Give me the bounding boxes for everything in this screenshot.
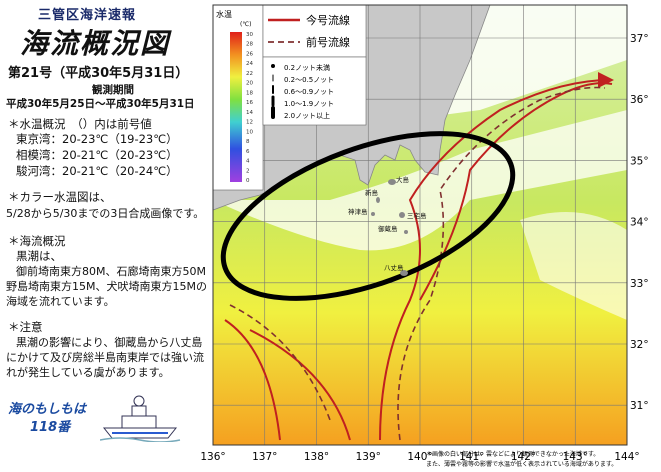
emergency-number: 118番 — [30, 420, 71, 435]
longitude-label: 142° — [511, 451, 536, 463]
arrow-legend-label: 0.2～0.5ノット — [284, 76, 334, 84]
colorbar-tick-label: 22 — [246, 71, 253, 77]
longitude-label: 140° — [407, 451, 432, 463]
line-legend-box — [262, 4, 367, 58]
colorbar — [230, 32, 242, 182]
colorbar-tick-label: 18 — [246, 90, 253, 96]
colorbar-tick-label: 10 — [246, 129, 253, 135]
longitude-label: 143° — [563, 451, 588, 463]
image-text: 5/28から5/30までの3日合成画像です。 — [6, 207, 205, 220]
latitude-label: 34° — [630, 217, 649, 229]
place-label: 八丈島 — [384, 263, 404, 272]
longitude-label: 137° — [252, 451, 277, 463]
colorbar-tick-label: 16 — [246, 100, 253, 106]
period-label: 観測期間 — [92, 84, 134, 96]
period: 平成30年5月25日～平成30年5月31日 — [6, 98, 195, 110]
place-label: 新島 — [365, 188, 379, 197]
colorbar-tick-label: 28 — [246, 42, 253, 48]
caution-line: れが発生している虞があります。 — [6, 366, 170, 379]
current-line: 海域を流れています。 — [6, 295, 115, 308]
subtitle: 三管区海洋速報 — [38, 8, 137, 23]
arrow-legend-box — [262, 56, 367, 126]
line-legend-label: 前号流線 — [306, 35, 350, 49]
longitude-label: 138° — [304, 451, 329, 463]
highlight-ellipse — [220, 131, 516, 301]
place-label: 大島 — [396, 175, 410, 184]
current-line — [379, 72, 614, 441]
current-line — [419, 82, 613, 301]
current-line — [249, 329, 351, 441]
islands — [371, 179, 408, 276]
colorbar-tick-label: 2 — [246, 168, 250, 174]
colorbar-tick-label: 26 — [246, 51, 253, 57]
place-label: 御蔵島 — [378, 224, 398, 233]
current-heading: ＊海流概況 — [8, 234, 66, 248]
colorbar-tick-label: 30 — [246, 32, 253, 38]
title: 海流概況図 — [20, 27, 171, 60]
latitude-label: 32° — [630, 339, 649, 351]
place-label: 神津島 — [348, 207, 368, 216]
latitude-label: 37° — [630, 33, 649, 45]
latitude-label: 36° — [630, 94, 649, 106]
longitude-label: 144° — [614, 451, 639, 463]
colorbar-tick-label: 8 — [246, 139, 250, 145]
colorbar-tick-label: 4 — [246, 159, 250, 165]
colorbar-tick-label: 14 — [246, 110, 253, 116]
arrow-legend-label: 1.0～1.9ノット — [284, 100, 334, 108]
caution-line: にかけて及び房総半島南東岸では強い流 — [6, 351, 204, 364]
temp-line: 相模湾：20-21℃（20-23℃） — [16, 148, 178, 162]
line-legend-label: 今号流線 — [306, 13, 350, 27]
colorbar-tick-label: 12 — [246, 120, 253, 126]
temp-line: 東京湾：20-23℃（19-23℃） — [16, 132, 178, 146]
patrol-boat-icon — [100, 395, 181, 442]
colorbar-unit: (℃) — [240, 21, 251, 28]
footnote: また、薄雲や霧等の影響で水温が低く表示されている海域があります。 — [426, 460, 617, 468]
emergency-text: 海のもしもは — [8, 402, 87, 417]
colorbar-tick-label: 24 — [246, 61, 253, 67]
colorbar-tick-label: 20 — [246, 81, 253, 87]
image-heading: ＊カラー水温図は、 — [8, 190, 112, 204]
colorbar-tick-label: 6 — [246, 149, 250, 155]
arrow-legend-label: 0.2ノット未満 — [284, 63, 330, 72]
colorbar-tick-label: 0 — [246, 178, 250, 184]
place-label: 三宅島 — [407, 211, 427, 220]
latitude-label: 31° — [630, 400, 649, 412]
colorbar-title: 水温 — [216, 9, 232, 19]
caution-heading: ＊注意 — [8, 320, 43, 334]
arrow-legend-label: 0.6～0.9ノット — [284, 88, 334, 96]
temp-line: 駿河湾：20-21℃（20-24℃） — [16, 164, 178, 178]
issue: 第21号（平成30年5月31日） — [8, 66, 189, 81]
longitude-label: 139° — [356, 451, 381, 463]
map-frame — [212, 4, 628, 446]
caution-line: 黒潮の影響により、御蔵島から八丈島 — [16, 336, 203, 349]
cloud-area — [520, 212, 627, 320]
current-line: 黒潮は、 — [16, 249, 62, 263]
current-line: 御前埼南東方80M、石廊埼南東方50M — [16, 265, 206, 278]
longitude-label: 141° — [459, 451, 484, 463]
temp-heading: ＊水温概況 （）内は前号値 — [8, 117, 152, 131]
arrow-legend-label: 2.0ノット以上 — [284, 111, 330, 120]
current-line: 野島埼南東方15M、犬吠埼南東方15Mの — [6, 280, 207, 293]
latitude-label: 33° — [630, 278, 649, 290]
latitude-label: 35° — [630, 155, 649, 167]
arrow-symbol — [271, 64, 275, 68]
previous-current-line — [397, 86, 606, 441]
footnote: ＊画像の白い部分は、雲などにより観測できなかった海域です。 — [426, 450, 599, 458]
current-line — [224, 319, 281, 441]
longitude-label: 136° — [200, 451, 225, 463]
